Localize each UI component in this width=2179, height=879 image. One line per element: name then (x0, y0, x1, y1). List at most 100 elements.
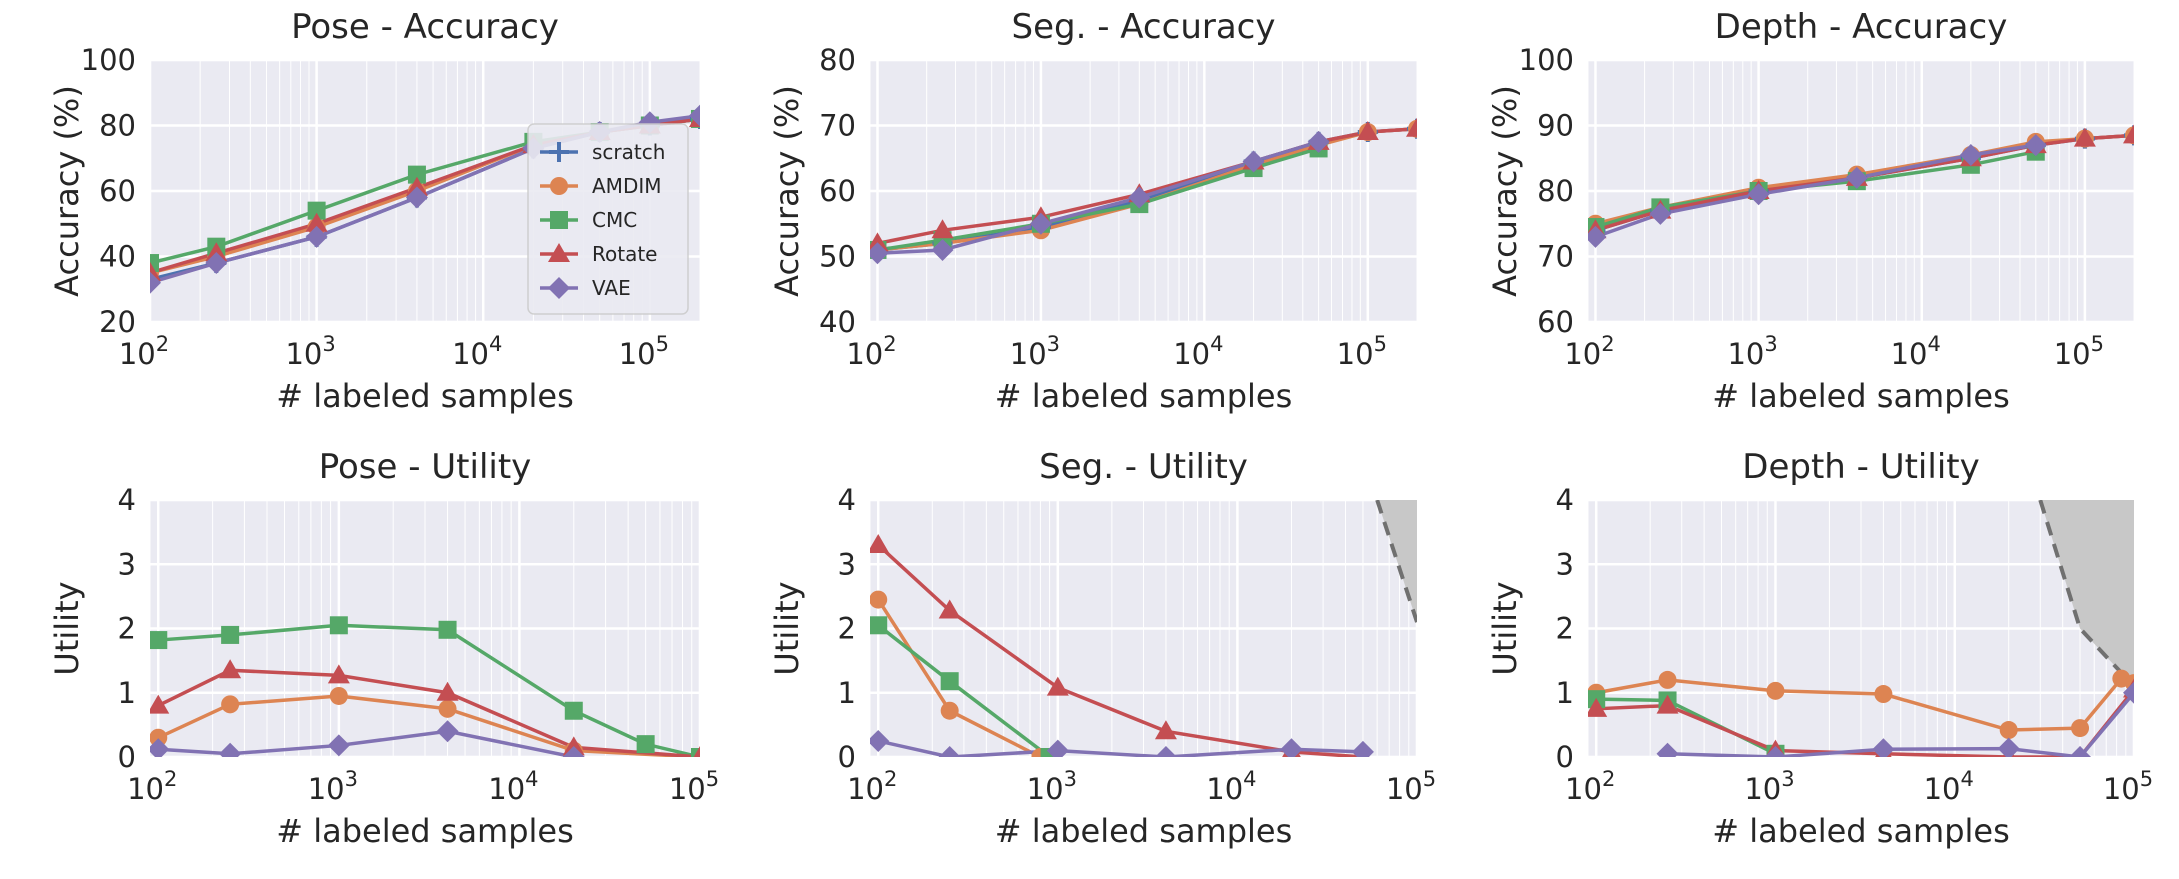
data-point-AMDIM (870, 590, 888, 609)
data-point-Rotate (562, 736, 585, 756)
legend: scratch AMDIM CMC Rotate VAE (527, 123, 689, 315)
data-point-VAE (1128, 186, 1151, 209)
y-tick-label: 80 (99, 109, 136, 143)
data-point-CMC (407, 165, 426, 184)
x-tick-label: 104 (488, 767, 538, 806)
data-point-Rotate (150, 694, 170, 714)
data-point-AMDIM (1766, 681, 1785, 700)
data-point-Rotate (2073, 127, 2096, 147)
data-point-Rotate (1656, 694, 1679, 714)
data-point-VAE (1747, 183, 1770, 206)
y-tick-label: 2 (838, 612, 856, 646)
x-tick-label: 105 (1386, 767, 1436, 806)
data-point-VAE (150, 271, 161, 294)
data-series (1588, 669, 2134, 757)
y-tick-label: 0 (1556, 740, 1574, 774)
x-tick-label: 104 (1924, 767, 1974, 806)
series-line-VAE (877, 140, 1320, 255)
data-point-VAE (1649, 202, 1672, 225)
y-tick-label: 1 (118, 676, 136, 710)
x-tick-exponent: 2 (1601, 332, 1614, 356)
y-tick-label: 2 (118, 612, 136, 646)
x-tick-label: 102 (847, 767, 897, 806)
data-point-VAE (1997, 737, 2020, 757)
y-tick-label: 2 (1556, 612, 1574, 646)
y-tick-label: 80 (1537, 174, 1574, 208)
data-point-CMC (636, 735, 655, 754)
shaded-region (2038, 500, 2134, 688)
data-point-CMC (307, 201, 326, 220)
data-point-Rotate (1588, 697, 1608, 717)
data-point-VAE (1307, 130, 1330, 153)
x-tick-exponent: 5 (1374, 332, 1387, 356)
y-tick-label: 1 (838, 676, 856, 710)
series-line-CMC (877, 146, 1320, 252)
x-tick-exponent: 5 (1423, 767, 1436, 791)
y-tick-label: 70 (1537, 240, 1574, 274)
data-point-VAE (870, 242, 889, 265)
data-point-Rotate (305, 212, 328, 232)
data-point-Rotate (938, 599, 961, 619)
y-tick-label: 70 (819, 109, 856, 143)
chart-pose-util: Pose - Utility 0 1 2 3 4 102 103 104 105 # labeled… (48, 447, 719, 850)
y-tick-label: 4 (838, 483, 856, 517)
x-tick-label: 102 (1565, 767, 1615, 806)
data-point-CMC (150, 254, 159, 273)
data-point-VAE (562, 746, 585, 757)
x-tick-exponent: 4 (1928, 332, 1941, 356)
y-tick-label: 3 (838, 547, 856, 581)
y-tick-label: 0 (118, 740, 136, 774)
x-tick-exponent: 5 (2091, 332, 2104, 356)
data-point-VAE (2069, 746, 2092, 757)
data-point-VAE (1280, 738, 1303, 757)
data-point-AMDIM (940, 701, 959, 720)
data-point-CMC (329, 616, 348, 635)
data-point-VAE (219, 742, 242, 757)
x-tick-exponent: 5 (2140, 767, 2153, 791)
data-point-VAE (1959, 143, 1982, 166)
y-tick-label: 40 (819, 305, 856, 339)
x-tick-exponent: 4 (1243, 767, 1256, 791)
x-tick-exponent: 2 (156, 332, 169, 356)
data-point-Rotate (693, 746, 700, 757)
x-tick-label: 103 (1744, 767, 1794, 806)
data-point-CMC (150, 631, 168, 650)
chart-title: Seg. - Accuracy (1012, 7, 1276, 47)
series-line-VAE (1594, 143, 2037, 239)
data-series (150, 616, 700, 757)
legend-label-VAE: VAE (592, 276, 631, 300)
data-point-CMC (691, 748, 700, 757)
chart-title: Pose - Accuracy (291, 7, 559, 47)
data-point-Rotate (931, 219, 954, 239)
x-tick-exponent: 3 (322, 332, 335, 356)
x-axis-label: # labeled samples (276, 377, 574, 415)
data-point-VAE (1242, 150, 1265, 173)
x-tick-label: 104 (452, 332, 502, 371)
data-point-Rotate (1046, 676, 1069, 696)
x-tick-exponent: 4 (489, 332, 502, 356)
x-tick-label: 104 (1891, 332, 1941, 371)
data-point-VAE (2123, 681, 2134, 704)
y-tick-label: 60 (1537, 305, 1574, 339)
chart-seg-acc: Seg. - Accuracy 40 50 60 70 80 102 103 104 105 # l… (768, 7, 1417, 415)
legend-marker-Rotate (548, 243, 570, 262)
series-line-VAE (1667, 691, 2134, 757)
y-axis-label: Accuracy (%) (1486, 85, 1524, 297)
y-axis-label: Accuracy (%) (48, 85, 86, 297)
data-point-AMDIM (1874, 685, 1893, 704)
data-point-VAE (327, 734, 350, 757)
legend-marker-scratch (549, 142, 569, 162)
data-point-VAE (931, 238, 954, 261)
data-point-AMDIM (438, 699, 457, 718)
x-tick-label: 105 (2054, 332, 2104, 371)
x-tick-label: 103 (285, 332, 335, 371)
legend-box (527, 123, 689, 315)
data-point-Rotate (1356, 121, 1379, 141)
grid (870, 500, 1417, 757)
x-tick-exponent: 4 (525, 767, 538, 791)
x-tick-label: 102 (846, 332, 896, 371)
x-tick-exponent: 4 (1960, 767, 1973, 791)
data-point-VAE (1656, 742, 1679, 757)
x-tick-label: 105 (1337, 332, 1387, 371)
chart-title: Pose - Utility (319, 447, 532, 487)
